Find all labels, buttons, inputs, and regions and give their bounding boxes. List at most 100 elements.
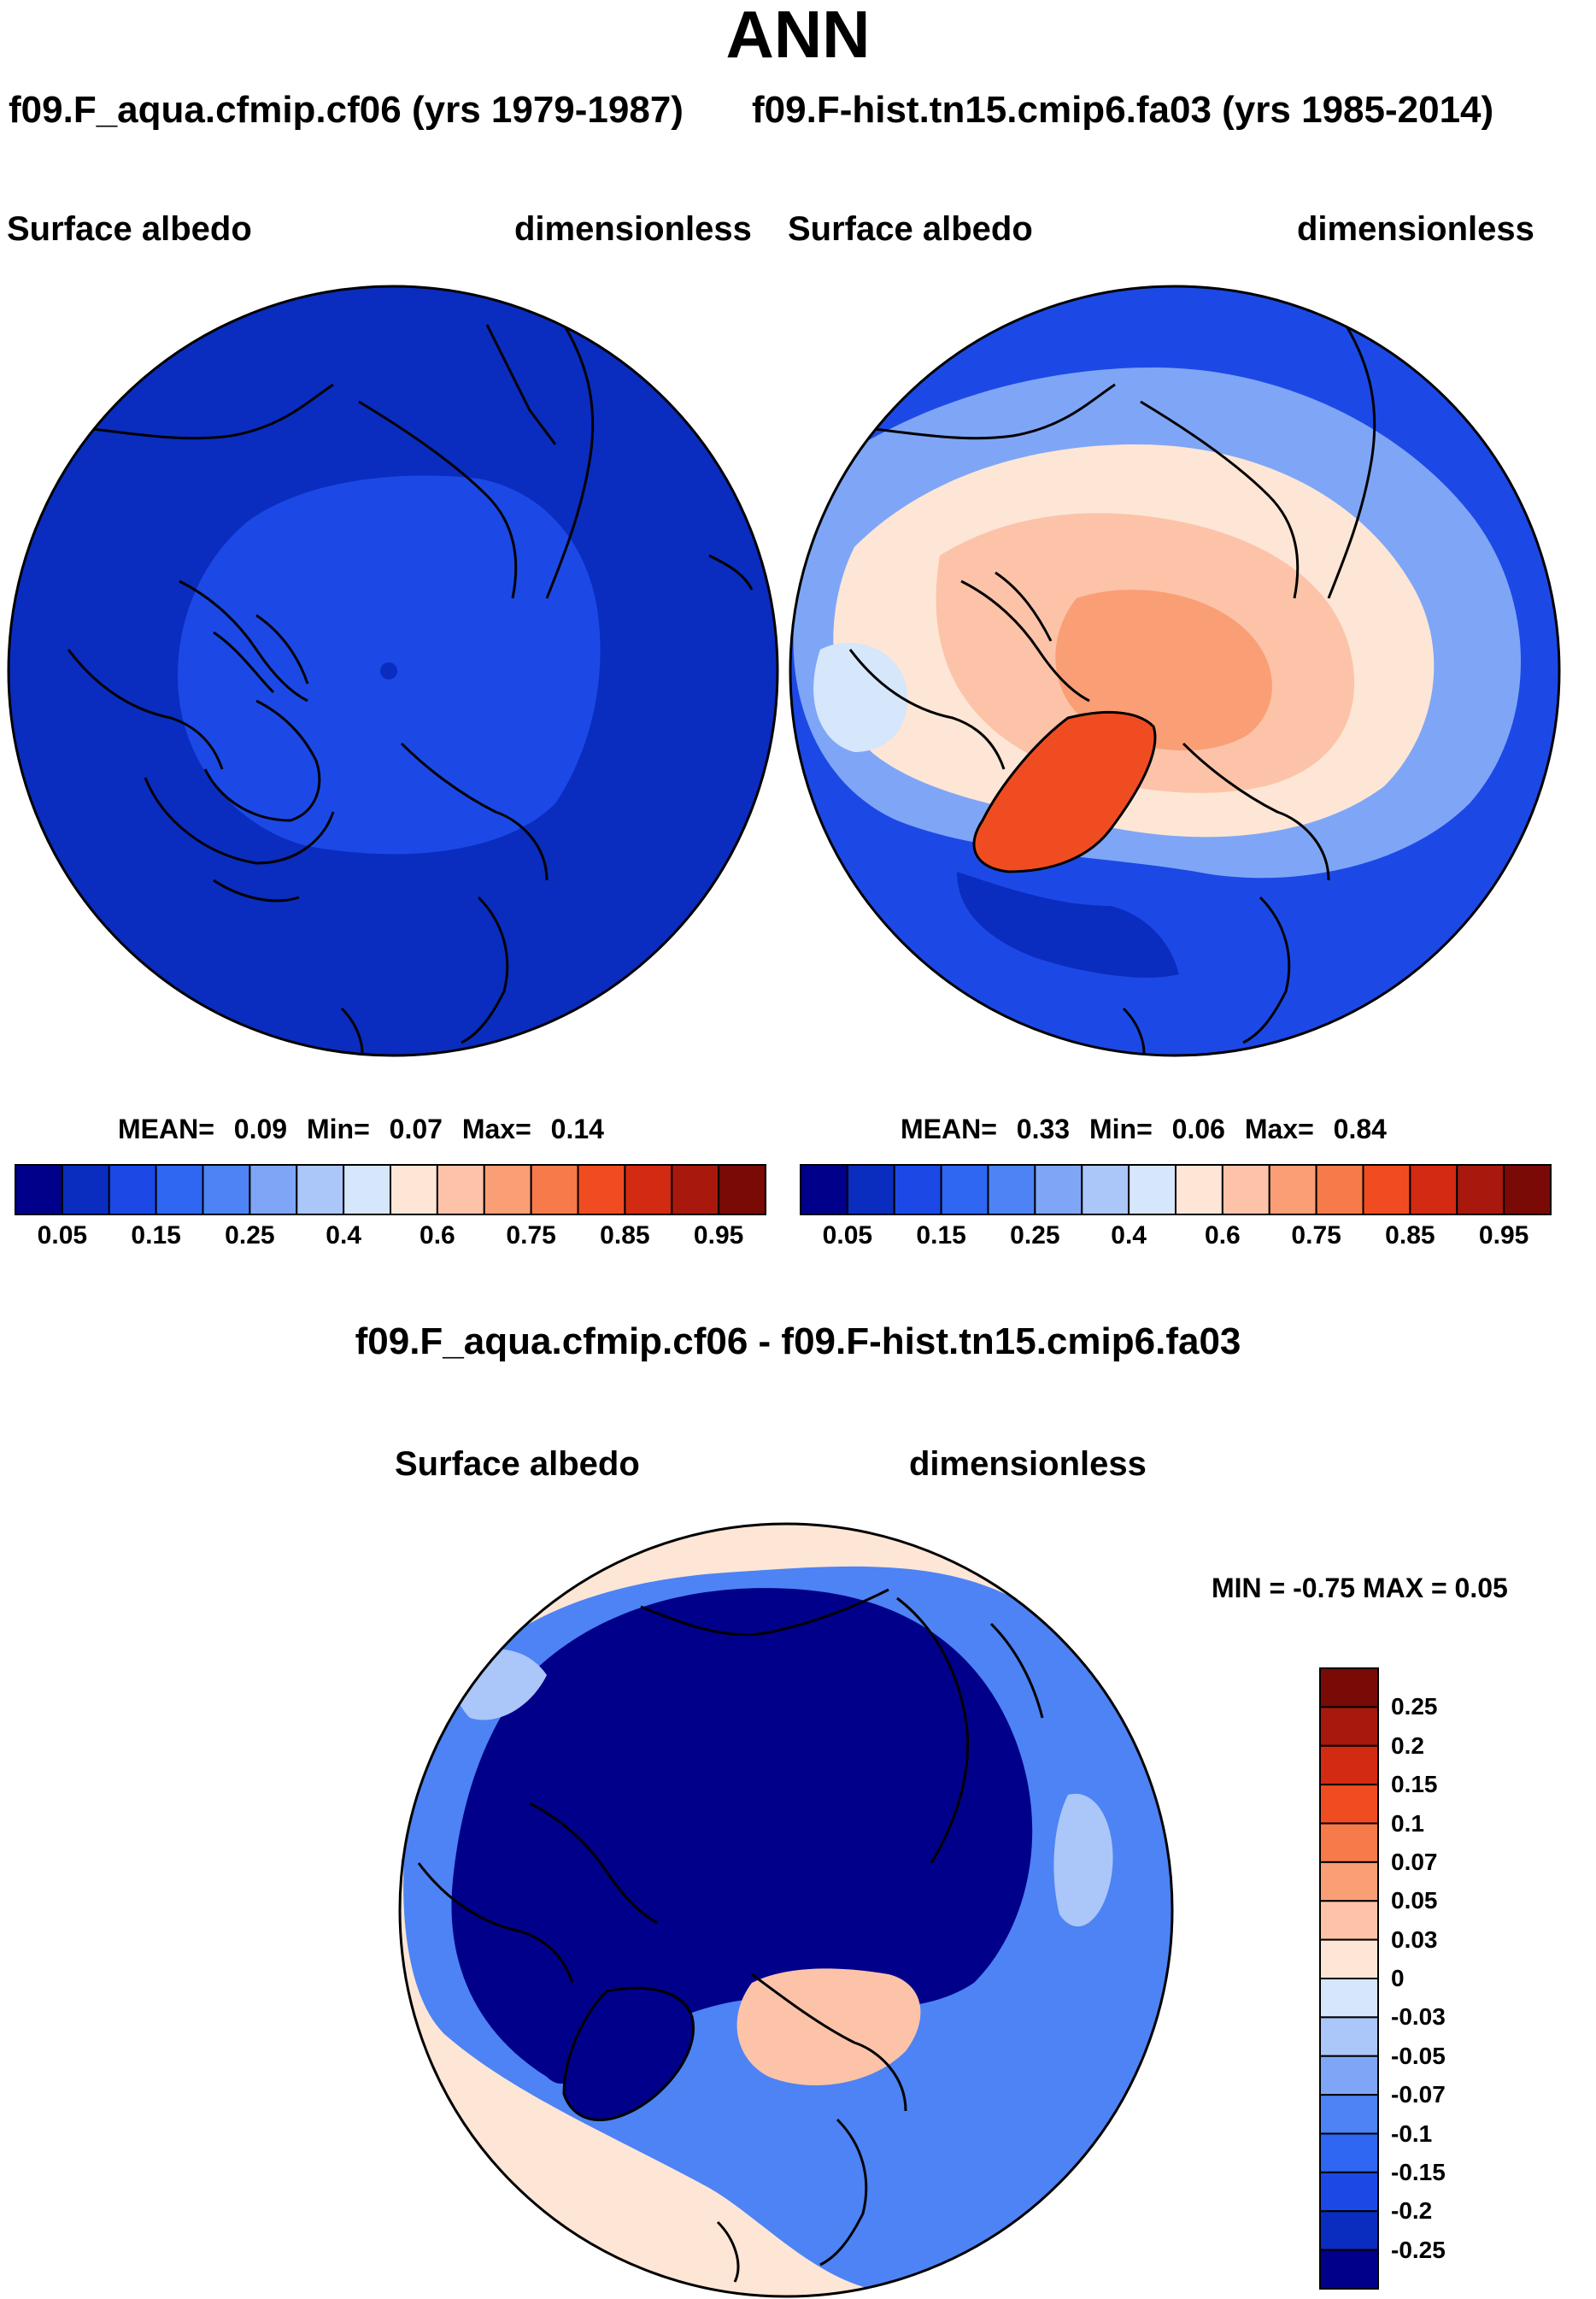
right-colorbar-swatch [1268,1164,1317,1215]
left-colorbar-swatch [296,1164,345,1215]
left-colorbar-tick-label: 0.6 [420,1221,455,1249]
diff-colorbar-tick-label: -0.1 [1391,2120,1433,2147]
diff-colorbar-tick-label: 0 [1391,1965,1405,1991]
diff-colorbar-tick-label: -0.03 [1391,2003,1446,2031]
left-colorbar-tick-label: 0.95 [693,1221,744,1249]
diff-colorbar-tick-label: -0.2 [1391,2197,1433,2225]
right-white-zone [813,643,907,752]
right-units-label: dimensionless [1297,210,1534,248]
right-colorbar-swatch [846,1164,895,1215]
left-colorbar-tick-label: 0.05 [37,1221,88,1249]
diff-colorbar-tick-label: 0.1 [1391,1809,1424,1837]
left-mean-label: MEAN= [118,1114,214,1144]
right-colorbar-tick-label: 0.75 [1291,1221,1341,1249]
right-colorbar-swatch [1221,1164,1270,1215]
diff-variable-label: Surface albedo [395,1445,640,1483]
left-pole-point [380,662,397,679]
right-coastlines [815,324,1376,1055]
right-orange-zone [1055,590,1272,751]
diff-coastlines [417,1588,1044,2283]
right-min-value: 0.06 [1171,1114,1225,1144]
right-colorbar-tick-label: 0.4 [1111,1221,1147,1249]
left-colorbar-swatch [202,1164,251,1215]
right-colorbar-swatch [893,1164,942,1215]
right-min-label: Min= [1088,1114,1153,1144]
diff-colorbar-tick-label: -0.05 [1391,2042,1446,2069]
main-title: ANN [725,0,871,72]
diff-minmax: MIN = -0.75 MAX = 0.05 [1212,1573,1508,1603]
right-colorbar-tick-label: 0.85 [1385,1221,1435,1249]
diff-greenland-dark [564,1988,694,2120]
right-colorbar-tick-label: 0.25 [1010,1221,1060,1249]
left-colorbar-tick-label: 0.25 [225,1221,275,1249]
left-colorbar-tick-label: 0.4 [326,1221,361,1249]
diff-dark-core [451,1588,1033,2084]
right-colorbar-swatch [1081,1164,1130,1215]
right-colorbar-swatch [1175,1164,1223,1215]
left-colorbar-swatch [155,1164,204,1215]
right-max-label: Max= [1244,1114,1314,1144]
diff-units-label: dimensionless [909,1445,1147,1483]
diff-colorbar-tick-label: 0.2 [1391,1732,1424,1759]
right-variable-label: Surface albedo [788,210,1033,248]
left-colorbar-tick-label: 0.15 [131,1221,181,1249]
diff-title: f09.F_aqua.cfmip.cf06 - f09.F-hist.tn15.… [355,1320,1241,1362]
diff-colorbar-tick-label: 0.07 [1391,1848,1438,1875]
diff-colorbar-swatch [1319,1667,1379,1708]
diff-colorbar-tick-label: -0.15 [1391,2158,1446,2185]
diff-colorbar [1319,1667,1379,2290]
left-polar-map [7,285,779,1057]
diff-colorbar-swatch [1319,1706,1379,1747]
right-colorbar-swatch [1315,1164,1364,1215]
right-colorbar-tick-label: 0.05 [822,1221,873,1249]
left-min-value: 0.07 [389,1114,443,1144]
left-max-label: Max= [461,1114,531,1144]
diff-colorbar-swatch [1319,1938,1379,1979]
left-max-value: 0.14 [550,1114,604,1144]
right-colorbar-swatch [1503,1164,1552,1215]
right-colorbar-swatch [1128,1164,1176,1215]
right-colorbar-tick-label: 0.6 [1205,1221,1241,1249]
left-colorbar-swatch [343,1164,391,1215]
diff-colorbar-swatch [1319,1822,1379,1863]
diff-map-border [398,1522,1174,2298]
left-stats: MEAN= 0.09 Min= 0.07 Max= 0.14 [118,1114,604,1144]
diff-colorbar-tick-label: -0.25 [1391,2236,1446,2263]
diff-colorbar-swatch [1319,2132,1379,2173]
right-polar-map [789,285,1561,1057]
right-colorbar-swatch [987,1164,1036,1215]
left-min-label: Min= [306,1114,370,1144]
diff-colorbar-swatch [1319,2016,1379,2057]
left-colorbar-tick-label: 0.75 [506,1221,556,1249]
right-map-border [789,285,1561,1057]
right-colorbar-swatch [940,1164,989,1215]
left-colorbar-swatch [249,1164,298,1215]
right-greenland [974,712,1155,872]
left-colorbar-swatch [718,1164,766,1215]
left-units-label: dimensionless [514,210,752,248]
left-case-title: f09.F_aqua.cfmip.cf06 (yrs 1979-1987) [9,89,684,131]
left-colorbar-swatch [108,1164,157,1215]
right-stats: MEAN= 0.33 Min= 0.06 Max= 0.84 [901,1114,1387,1144]
diff-colorbar-swatch [1319,1900,1379,1941]
diff-colorbar-swatch [1319,1978,1379,2019]
left-variable-label: Surface albedo [7,210,252,248]
right-colorbar [800,1164,1552,1215]
right-colorbar-tick-label: 0.15 [916,1221,966,1249]
left-mean-value: 0.09 [233,1114,288,1144]
left-colorbar-swatch [530,1164,579,1215]
diff-colorbar-tick-label: -0.07 [1391,2081,1446,2108]
diff-colorbar-swatch [1319,2171,1379,2213]
left-colorbar [15,1164,766,1215]
right-colorbar-swatch [1456,1164,1505,1215]
diff-colorbar-tick-label: 0.25 [1391,1693,1438,1720]
diff-colorbar-swatch [1319,1744,1379,1786]
diff-colorbar-swatch [1319,2055,1379,2096]
left-colorbar-tick-label: 0.85 [600,1221,650,1249]
right-max-value: 0.84 [1333,1114,1387,1144]
right-colorbar-tick-label: 0.95 [1478,1221,1529,1249]
diff-colorbar-swatch [1319,2094,1379,2135]
right-case-title: f09.F-hist.tn15.cmip6.fa03 (yrs 1985-201… [752,89,1494,131]
right-colorbar-swatch [800,1164,848,1215]
